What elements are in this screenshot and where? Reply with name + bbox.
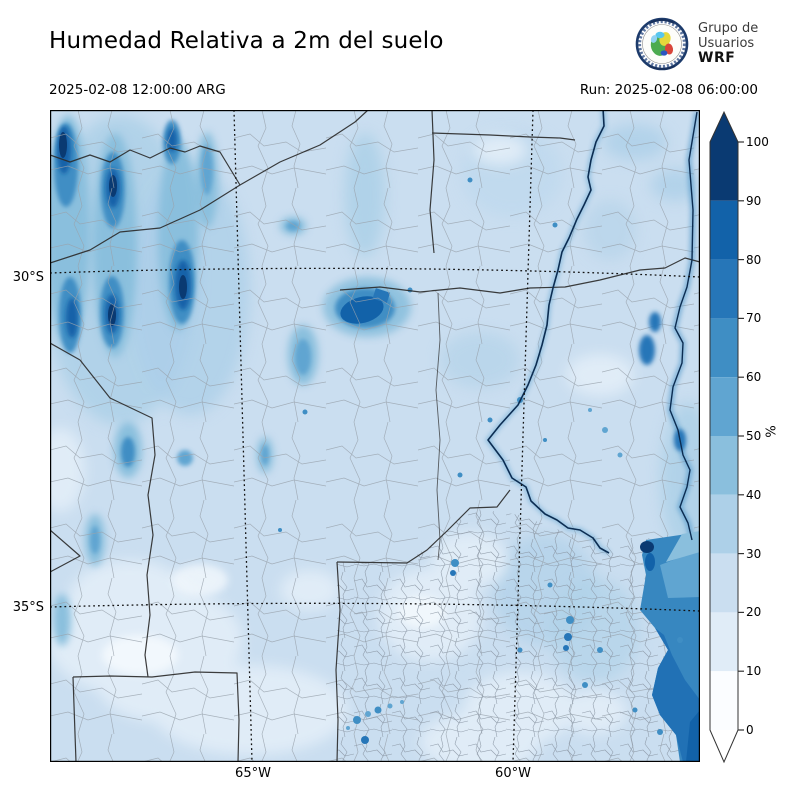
map-frame [50, 110, 700, 762]
colorbar-tick-20: 20 [746, 605, 762, 619]
valid-time-label: 2025-02-08 12:00:00 ARG [49, 82, 226, 98]
colorbar-tick-70: 70 [746, 311, 762, 325]
logo-globe-icon [635, 17, 689, 71]
logo-line-2: Usuarios [698, 35, 755, 51]
colorbar-tick-50: 50 [746, 429, 762, 443]
parana-river [487, 110, 610, 554]
page-title: Humedad Relativa a 2m del suelo [49, 28, 444, 54]
colorbar-tick-marks [738, 141, 744, 731]
scattered-wet-dots [278, 177, 683, 744]
logo-line-3: WRF [698, 49, 736, 66]
logo-line-1: Grupo de [698, 20, 759, 36]
colorbar-tick-0: 0 [746, 723, 754, 737]
parallel-35s [50, 602, 700, 612]
colorbar-tick-100: 100 [746, 135, 769, 149]
colorbar-tick-10: 10 [746, 664, 762, 678]
graticule [50, 110, 700, 762]
run-time-label: Run: 2025-02-08 06:00:00 [579, 82, 758, 98]
map-graphic [50, 110, 700, 762]
colorbar-tick-60: 60 [746, 370, 762, 384]
wrf-users-group-logo: Grupo de Usuarios WRF [634, 12, 794, 74]
lon-tick-65w: 65°W [235, 766, 271, 781]
colorbar [705, 105, 795, 775]
meridian-60w [512, 110, 534, 762]
meridian-65w [233, 110, 253, 762]
logo-text: Grupo de Usuarios WRF [698, 21, 758, 66]
rivers [487, 110, 698, 554]
colorbar-tick-80: 80 [746, 253, 762, 267]
colorbar-tick-90: 90 [746, 194, 762, 208]
colorbar-tick-40: 40 [746, 488, 762, 502]
uruguay-river [669, 111, 698, 541]
lat-tick-35s: 35°S [12, 600, 44, 615]
partidos-fine-mesh [337, 508, 700, 762]
colorbar-tick-30: 30 [746, 547, 762, 561]
parallel-30s [50, 267, 700, 278]
humidity-map [50, 110, 700, 762]
colorbar-graphic [709, 110, 744, 764]
lon-tick-60w: 60°W [495, 766, 531, 781]
province-borders [50, 110, 700, 762]
lat-tick-30s: 30°S [12, 270, 44, 285]
